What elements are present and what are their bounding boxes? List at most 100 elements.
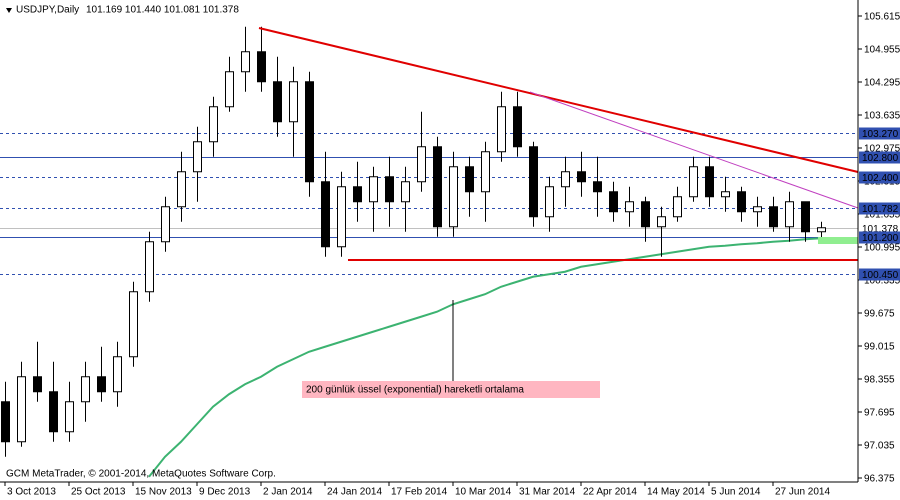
- y-tick-label: 102.975: [864, 144, 900, 155]
- candle-body: [257, 51, 266, 83]
- candle-body: [449, 166, 458, 228]
- candle-body: [593, 181, 602, 193]
- candle-body: [801, 201, 810, 233]
- y-tick-label: 105.615: [864, 12, 900, 23]
- candle-body: [17, 376, 26, 443]
- candle-body: [417, 146, 426, 183]
- y-tick-label: 103.635: [864, 111, 900, 122]
- candle-body: [609, 191, 618, 213]
- zone: [818, 237, 858, 244]
- level-label-bg: [859, 202, 900, 215]
- y-tick-label: 98.355: [864, 375, 895, 386]
- level-label: 101.200: [862, 233, 899, 244]
- y-tick-label: 100.995: [864, 243, 900, 254]
- trend-line: [529, 91, 859, 209]
- candle-body: [369, 176, 378, 203]
- candle-body: [385, 176, 394, 203]
- candle-body: [465, 166, 474, 193]
- candle-body: [193, 141, 202, 173]
- candle-body: [481, 151, 490, 193]
- x-tick-label: 14 May 2014: [647, 487, 705, 498]
- level-label: 102.400: [862, 173, 899, 184]
- candle-body: [353, 186, 362, 203]
- candle-body: [305, 81, 314, 183]
- candle-body: [401, 181, 410, 203]
- candle-body: [737, 191, 746, 213]
- level-label-bg: [859, 171, 900, 184]
- level-label-bg: [859, 151, 900, 164]
- candle-body: [561, 171, 570, 188]
- trend-line: [258, 27, 859, 173]
- y-tick-label: 97.695: [864, 408, 895, 419]
- candle-body: [49, 391, 58, 433]
- annotation: 200 günlük üssel (exponential) hareketli…: [306, 385, 524, 396]
- candle-body: [337, 186, 346, 248]
- x-tick-label: 27 Jun 2014: [775, 487, 830, 498]
- y-tick-label: 104.955: [864, 45, 900, 56]
- level-label-bg: [859, 127, 900, 140]
- level-label-bg: [859, 231, 900, 244]
- candle-body: [753, 206, 762, 213]
- level-label: 101.782: [862, 204, 899, 215]
- candle-body: [673, 196, 682, 218]
- candle-body: [641, 201, 650, 228]
- y-tick-label: 101.655: [864, 210, 900, 221]
- x-tick-label: 2 Jan 2014: [263, 487, 313, 498]
- x-tick-label: 22 Apr 2014: [583, 487, 637, 498]
- candle-body: [33, 376, 42, 393]
- y-tick-label: 97.035: [864, 441, 895, 452]
- candle-body: [721, 191, 730, 198]
- candle-body: [529, 146, 538, 218]
- y-tick-label: 99.015: [864, 342, 895, 353]
- x-tick-label: 5 Jun 2014: [711, 487, 761, 498]
- candle-body: [161, 206, 170, 243]
- candle-body: [145, 241, 154, 293]
- x-tick-label: 24 Jan 2014: [327, 487, 382, 498]
- candle-body: [113, 356, 122, 393]
- candle-body: [513, 106, 522, 148]
- level-label-bg: [859, 268, 900, 281]
- candle-body: [289, 81, 298, 123]
- candle-body: [769, 206, 778, 228]
- x-tick-label: 31 Mar 2014: [519, 487, 576, 498]
- candle-body: [689, 166, 698, 198]
- y-tick-label: 104.295: [864, 78, 900, 89]
- candle-body: [625, 201, 634, 213]
- level-label: 102.800: [862, 153, 899, 164]
- x-tick-label: 9 Dec 2013: [199, 487, 251, 498]
- candle-body: [321, 181, 330, 248]
- candle-body: [497, 106, 506, 153]
- y-tick-label: 100.335: [864, 276, 900, 287]
- level-label: 100.450: [862, 270, 899, 281]
- candle-body: [785, 201, 794, 228]
- chart-title: USDJPY,Daily: [16, 5, 79, 16]
- candle-body: [817, 227, 826, 233]
- x-tick-label: 3 Oct 2013: [7, 487, 56, 498]
- y-tick-label: 99.675: [864, 309, 895, 320]
- candle-body: [1, 401, 10, 443]
- candle-body: [545, 186, 554, 218]
- candle-body: [273, 81, 282, 123]
- annotation-box: [302, 381, 600, 398]
- x-tick-label: 25 Oct 2013: [71, 487, 126, 498]
- level-label: 101.378: [862, 224, 899, 235]
- candle-body: [129, 291, 138, 358]
- ema-line: [148, 237, 822, 478]
- level-label: 103.270: [862, 129, 899, 140]
- candle-body: [705, 166, 714, 198]
- candle-body: [433, 146, 442, 228]
- candle-body: [177, 171, 186, 208]
- candle-body: [97, 376, 106, 393]
- x-tick-label: 10 Mar 2014: [455, 487, 512, 498]
- quote: 101.169 101.440 101.081 101.378: [86, 5, 239, 16]
- candle-body: [65, 401, 74, 433]
- x-tick-label: 15 Nov 2013: [135, 487, 192, 498]
- candle-body: [657, 216, 666, 228]
- x-tick-label: 17 Feb 2014: [391, 487, 448, 498]
- candle-body: [241, 51, 250, 73]
- candle-body: [81, 376, 90, 403]
- candle-body: [225, 71, 234, 108]
- candle-body: [209, 106, 218, 143]
